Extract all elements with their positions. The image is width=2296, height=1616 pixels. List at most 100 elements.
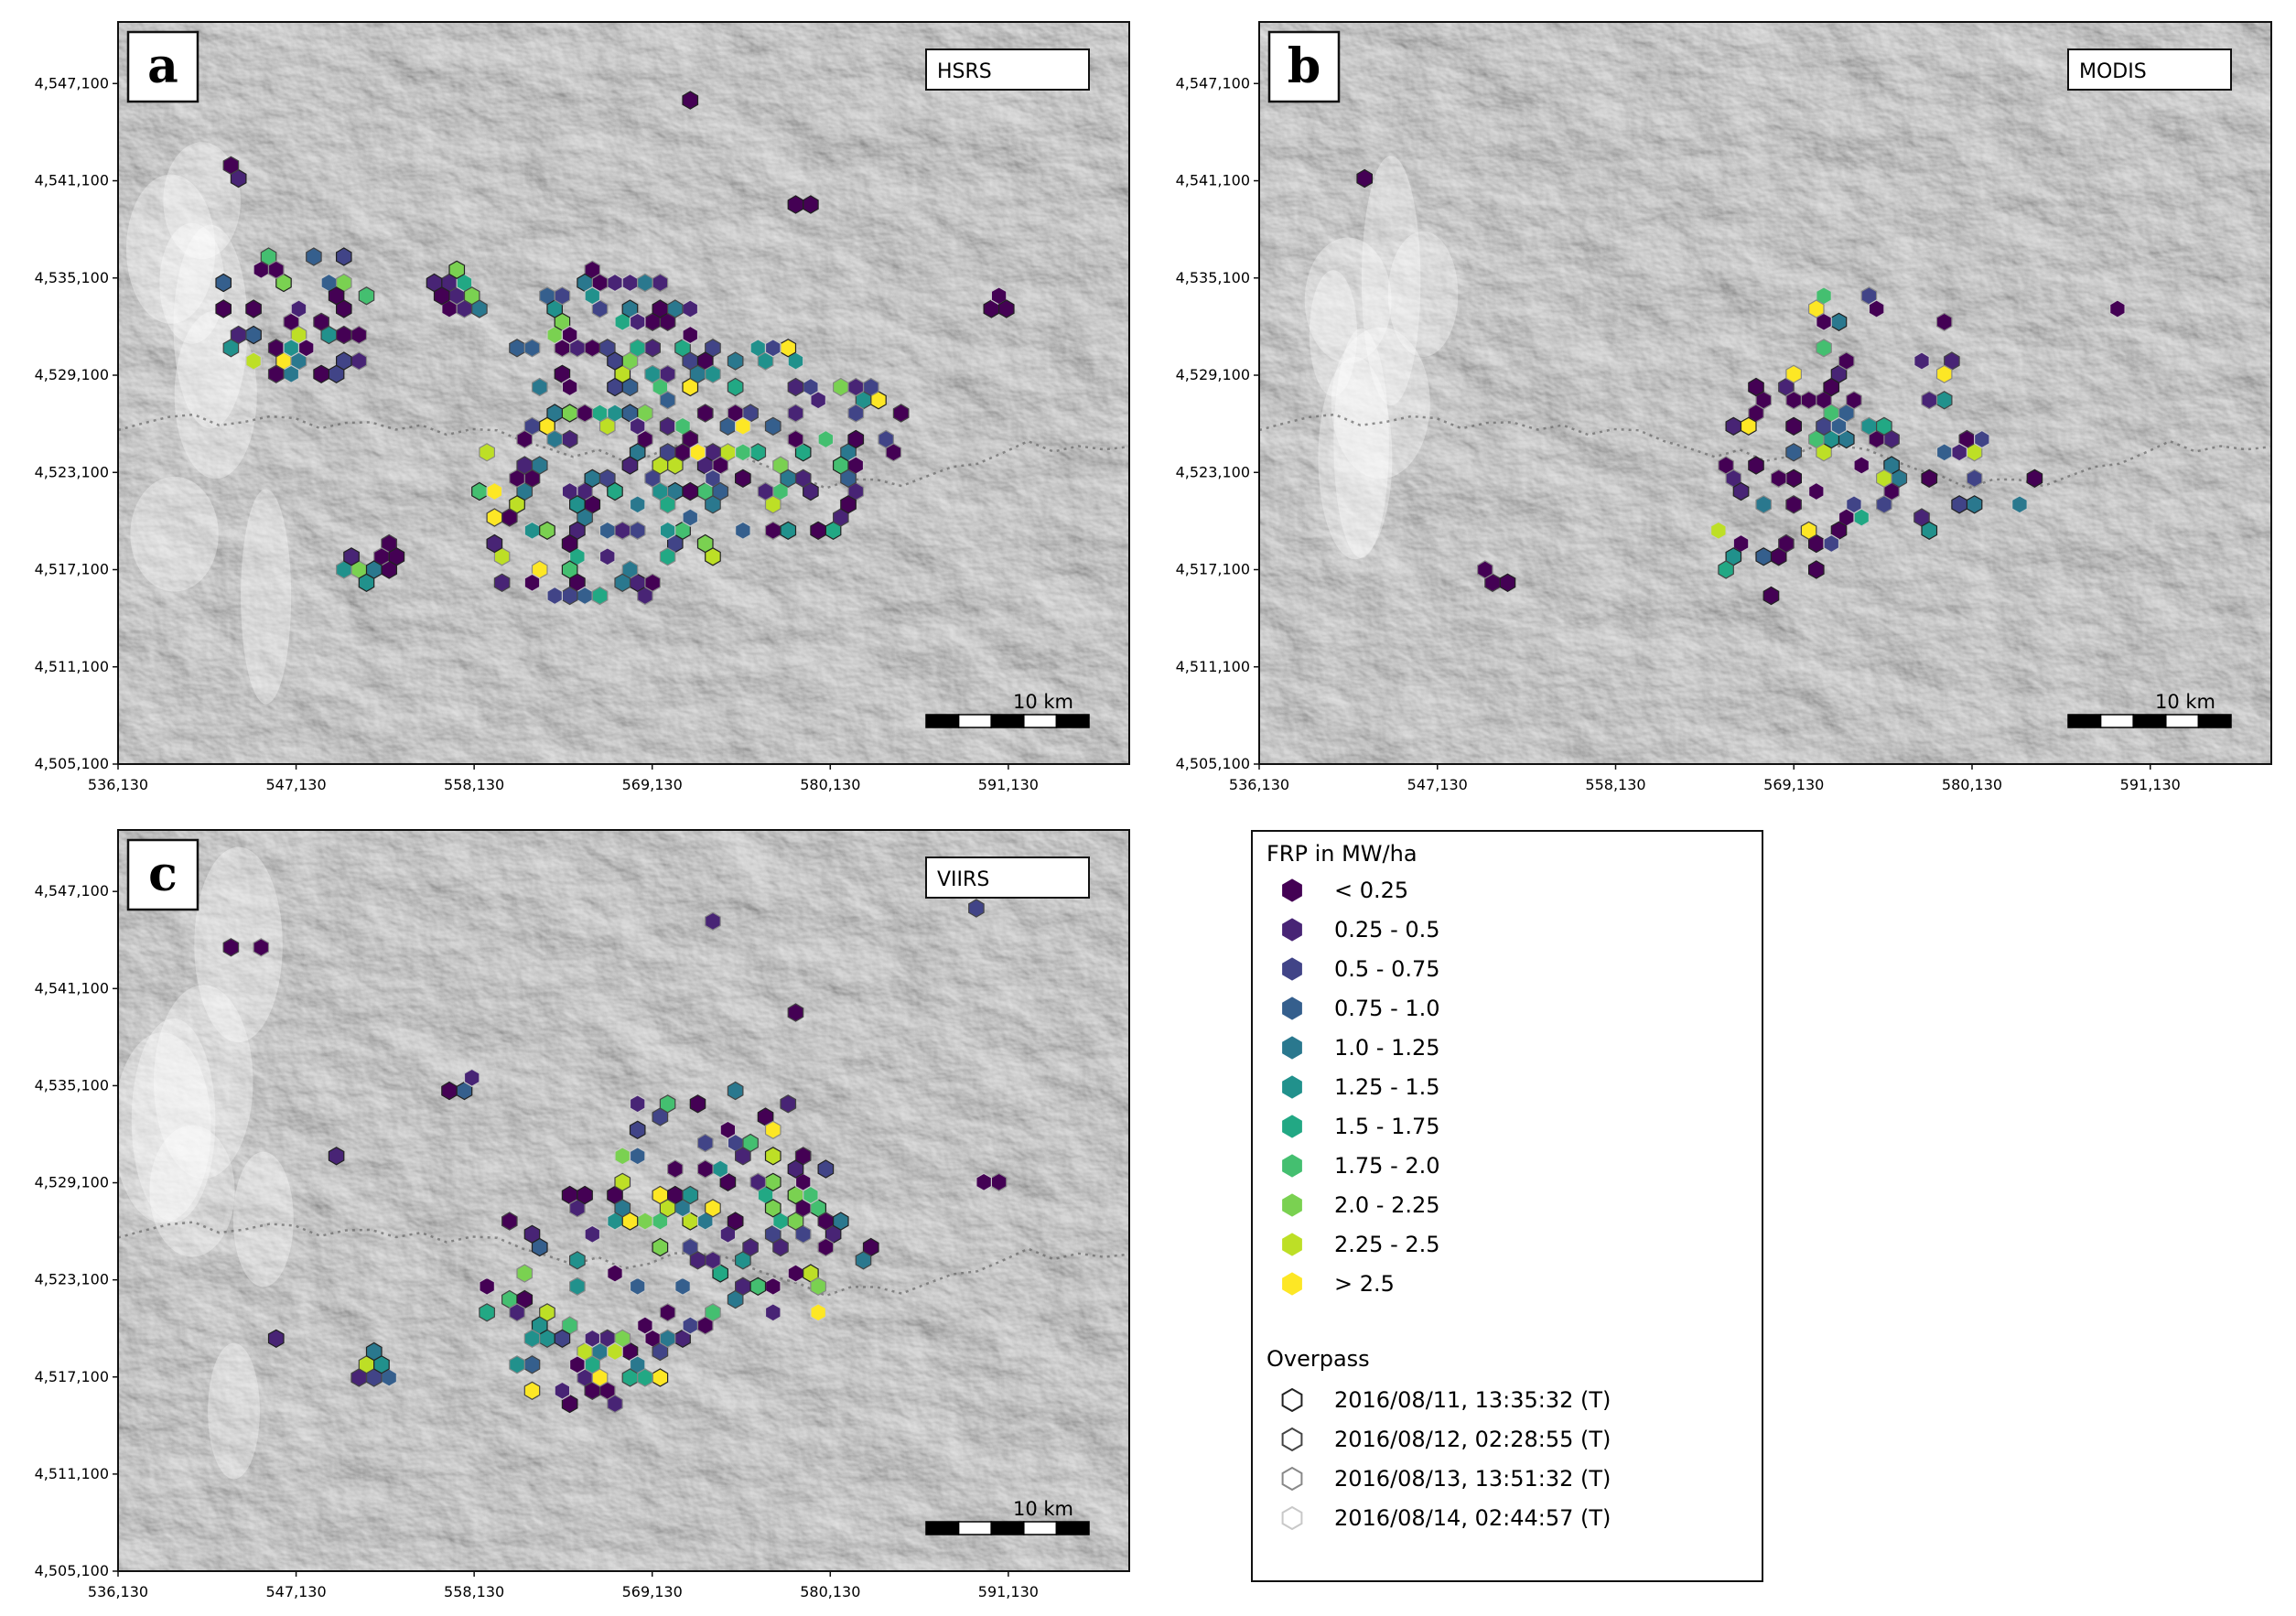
hexagon-outline-icon	[1281, 1466, 1303, 1492]
legend-class-label: 0.75 - 1.0	[1334, 996, 1440, 1021]
fire-hexagon	[523, 573, 541, 592]
fire-hexagon	[780, 469, 797, 488]
fire-hexagon	[810, 1303, 827, 1322]
fire-hexagon	[516, 1264, 534, 1283]
fire-hexagon	[584, 1329, 601, 1348]
fire-hexagon	[764, 339, 782, 358]
fire-hexagon	[1755, 495, 1773, 514]
fire-hexagon	[607, 1264, 623, 1283]
fire-hexagon-layer	[222, 899, 1008, 1414]
x-tick-label: 536,130	[88, 776, 148, 793]
fire-hexagon	[666, 299, 684, 318]
fire-hexagon	[313, 312, 329, 331]
fire-hexagon	[1778, 533, 1795, 554]
legend-class-label: 0.5 - 0.75	[1334, 956, 1440, 982]
fire-hexagon	[659, 364, 676, 383]
y-tick-label: 4,535,100	[35, 1076, 109, 1093]
y-tick-label: 4,523,100	[1176, 463, 1250, 480]
fire-hexagon	[568, 1355, 586, 1374]
y-tick-label: 4,529,100	[35, 366, 109, 383]
fire-hexagon	[598, 416, 616, 436]
legend-frp-class: < 0.25	[1282, 878, 1408, 903]
y-tick-label: 4,511,100	[35, 658, 109, 675]
fire-hexagon	[682, 91, 699, 110]
legend-frame	[1251, 830, 1763, 1582]
fire-hexagon	[727, 377, 744, 397]
fire-hexagon	[561, 586, 578, 606]
fire-hexagon	[659, 547, 676, 566]
fire-hexagon	[629, 495, 646, 514]
panel-letter-box: b	[1267, 30, 1341, 103]
fire-hexagon	[629, 312, 646, 331]
fire-hexagon	[486, 533, 503, 554]
y-tick-label: 4,535,100	[1176, 269, 1250, 286]
fire-hexagon	[283, 364, 300, 383]
fire-hexagon	[614, 1172, 631, 1191]
y-tick-label: 4,541,100	[35, 172, 109, 189]
legend-frp-title: FRP in MW/ha	[1267, 841, 1417, 867]
fire-hexagon	[705, 1199, 721, 1218]
fire-hexagon	[696, 404, 714, 423]
fire-hexagon	[637, 1368, 653, 1387]
fire-hexagon	[1499, 573, 1516, 592]
fire-hexagon	[652, 456, 669, 475]
y-tick-label: 4,529,100	[1176, 366, 1250, 383]
fire-hexagon	[365, 560, 383, 579]
legend-overpass-label: 2016/08/14, 02:44:57 (T)	[1334, 1505, 1611, 1531]
fire-hexagon	[892, 404, 910, 423]
fire-hexagon	[253, 938, 270, 957]
fire-hexagon	[1740, 416, 1757, 436]
hexagon-swatch-icon	[1282, 878, 1302, 902]
sensor-label: MODIS	[2079, 60, 2147, 83]
fire-hexagon	[742, 1133, 759, 1153]
y-tick-label: 4,529,100	[35, 1174, 109, 1191]
fire-hexagon	[847, 429, 865, 449]
fire-hexagon	[847, 377, 865, 397]
fire-hexagon	[832, 1212, 849, 1231]
y-tick-label: 4,517,100	[35, 1368, 109, 1385]
fire-hexagon	[1748, 377, 1764, 397]
fire-hexagon	[817, 1159, 835, 1179]
fire-hexagon	[267, 260, 285, 279]
fire-hexagon	[267, 364, 285, 383]
fire-hexagon	[810, 391, 827, 410]
fire-hexagon	[817, 1237, 835, 1257]
sensor-label-box: MODIS	[2067, 48, 2232, 91]
fire-hexagon	[306, 247, 322, 266]
fire-hexagon	[749, 443, 767, 462]
fire-hexagon	[501, 1212, 518, 1231]
fire-hexagon	[840, 495, 857, 514]
fire-hexagon	[1476, 560, 1493, 579]
map-panel-a: a HSRS 10 km 536,130 547,130 558,130 569,13…	[35, 21, 1130, 793]
x-tick-label: 558,130	[444, 776, 504, 793]
fire-hexagon	[267, 339, 285, 358]
x-tick-label: 547,130	[265, 1583, 326, 1600]
fire-hexagon	[336, 325, 352, 345]
fire-hexagon	[591, 1368, 609, 1387]
fire-hexagon	[1830, 312, 1848, 331]
fire-hexagon	[696, 1159, 714, 1179]
fire-hexagon	[554, 1381, 571, 1400]
hexagon-swatch-icon	[1282, 1036, 1302, 1060]
fire-hexagon	[629, 443, 646, 462]
fire-hexagon	[832, 377, 849, 397]
fire-hexagon	[659, 1329, 676, 1348]
fire-hexagon	[531, 1237, 548, 1257]
y-tick-label: 4,523,100	[35, 463, 109, 480]
fire-hexagon	[2026, 469, 2043, 488]
fire-hexagon	[1921, 469, 1938, 488]
y-tick-label: 4,541,100	[1176, 172, 1250, 189]
fire-hexagon	[803, 1185, 819, 1205]
fire-hexagon	[659, 1303, 676, 1322]
fire-hexagon	[990, 1172, 1008, 1191]
fire-hexagon	[840, 469, 857, 488]
fire-hexagon	[607, 377, 623, 397]
legend-class-label: < 0.25	[1334, 878, 1408, 903]
fire-hexagon	[666, 1159, 684, 1179]
fire-hexagon	[1785, 364, 1803, 383]
legend-class-label: 1.25 - 1.5	[1334, 1074, 1440, 1100]
fire-hexagon	[607, 273, 623, 293]
fire-hexagon	[1709, 521, 1727, 540]
fire-hexagon	[336, 247, 352, 266]
fire-hexagon	[614, 1199, 631, 1218]
